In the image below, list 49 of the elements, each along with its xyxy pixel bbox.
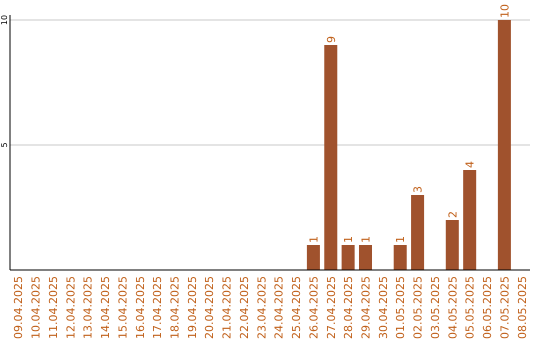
x-tick-label: 20.04.2025 bbox=[203, 276, 216, 339]
data-label: 10 bbox=[498, 4, 512, 18]
x-tick-label: 08.05.2025 bbox=[516, 276, 529, 339]
x-tick-label: 22.04.2025 bbox=[238, 276, 251, 339]
x-tick-label: 05.05.2025 bbox=[464, 276, 477, 339]
x-tick-label: 01.05.2025 bbox=[394, 276, 408, 339]
x-tick-label: 09.04.2025 bbox=[12, 276, 26, 339]
x-tick-label: 24.04.2025 bbox=[272, 276, 286, 339]
x-tick-label: 27.04.2025 bbox=[324, 276, 338, 339]
x-tick-label: 02.05.2025 bbox=[412, 276, 425, 339]
bar bbox=[358, 245, 372, 270]
bar bbox=[498, 20, 511, 270]
x-tick-label: 07.05.2025 bbox=[498, 276, 512, 339]
bar bbox=[324, 45, 338, 270]
x-tick-label: 19.04.2025 bbox=[186, 276, 199, 339]
data-label: 1 bbox=[359, 236, 372, 243]
x-tick-label: 23.04.2025 bbox=[255, 276, 268, 339]
data-label: 2 bbox=[446, 211, 460, 218]
x-tick-label: 10.04.2025 bbox=[30, 276, 43, 339]
x-tick-label: 18.04.2025 bbox=[168, 276, 182, 339]
x-tick-label: 04.05.2025 bbox=[446, 276, 460, 339]
x-tick-label: 15.04.2025 bbox=[116, 276, 130, 339]
x-tick-label: 06.05.2025 bbox=[481, 276, 494, 339]
x-tick-label: 17.04.2025 bbox=[151, 276, 164, 339]
x-tick-label: 28.04.2025 bbox=[342, 276, 356, 339]
x-tick-label: 03.05.2025 bbox=[428, 276, 442, 339]
x-tick-label: 16.04.2025 bbox=[134, 276, 147, 339]
x-tick-label: 11.04.2025 bbox=[46, 276, 60, 339]
x-tick-label: 26.04.2025 bbox=[307, 276, 320, 339]
bar bbox=[342, 245, 355, 270]
bar bbox=[394, 245, 407, 270]
data-label: 1 bbox=[307, 236, 320, 243]
x-tick-label: 25.04.2025 bbox=[290, 276, 304, 339]
data-label: 4 bbox=[464, 161, 477, 168]
data-label: 1 bbox=[342, 236, 356, 243]
x-tick-label: 14.04.2025 bbox=[99, 276, 112, 339]
bar bbox=[306, 245, 320, 270]
x-tick-label: 12.04.2025 bbox=[64, 276, 78, 339]
bar bbox=[446, 220, 459, 270]
bar bbox=[463, 170, 476, 270]
x-tick-label: 21.04.2025 bbox=[220, 276, 234, 339]
data-label: 1 bbox=[394, 236, 408, 243]
x-tick-label: 30.04.2025 bbox=[376, 276, 390, 339]
x-tick-label: 13.04.2025 bbox=[82, 276, 95, 339]
bar bbox=[411, 195, 424, 270]
y-tick-label: 5 bbox=[0, 142, 9, 148]
data-label: 3 bbox=[412, 186, 425, 193]
data-label: 9 bbox=[324, 36, 338, 43]
x-tick-label: 29.04.2025 bbox=[359, 276, 372, 339]
